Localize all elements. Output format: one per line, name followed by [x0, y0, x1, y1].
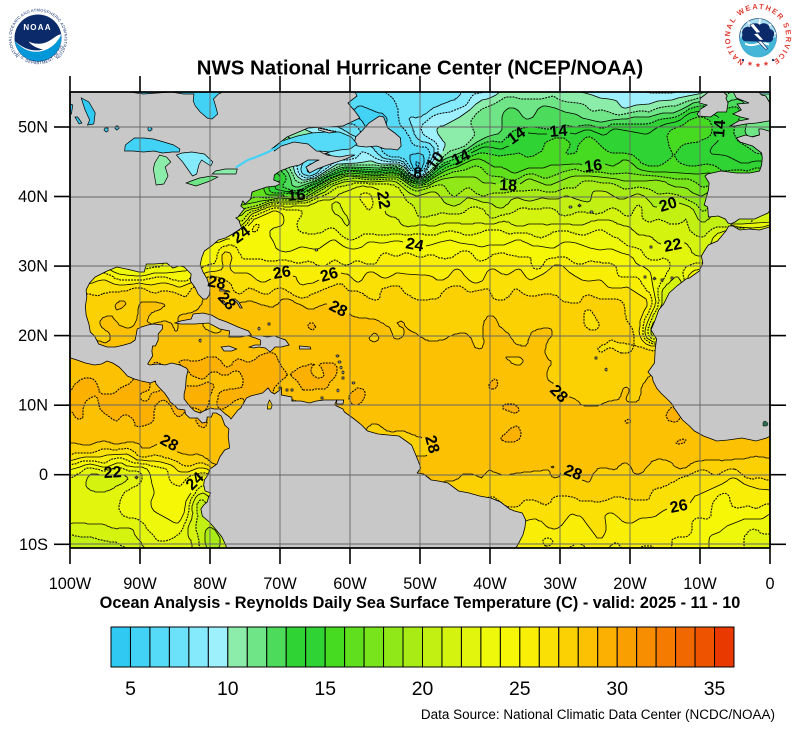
svg-text:28: 28 — [157, 432, 181, 456]
svg-text:20W: 20W — [613, 575, 647, 593]
svg-text:Data Source: National Climatic: Data Source: National Climatic Data Cent… — [421, 707, 775, 722]
svg-text:Ocean Analysis - Reynolds Dail: Ocean Analysis - Reynolds Daily Sea Surf… — [100, 594, 741, 612]
svg-text:30N: 30N — [18, 258, 48, 276]
svg-text:50W: 50W — [403, 575, 437, 593]
svg-text:24: 24 — [404, 235, 425, 255]
svg-text:NOAA: NOAA — [23, 23, 51, 32]
svg-text:16: 16 — [287, 187, 306, 205]
svg-text:20: 20 — [657, 194, 679, 215]
svg-text:70W: 70W — [263, 575, 297, 593]
svg-text:10: 10 — [217, 678, 239, 700]
svg-text:40W: 40W — [473, 575, 507, 593]
svg-text:35: 35 — [704, 678, 726, 700]
svg-text:60W: 60W — [333, 575, 367, 593]
svg-text:22: 22 — [103, 464, 122, 482]
svg-text:20: 20 — [412, 678, 434, 700]
svg-text:14: 14 — [711, 119, 729, 138]
svg-text:50N: 50N — [18, 119, 48, 137]
svg-text:0: 0 — [39, 466, 48, 484]
svg-text:26: 26 — [669, 497, 690, 517]
svg-text:25: 25 — [509, 678, 531, 700]
svg-text:80W: 80W — [193, 575, 227, 593]
svg-text:28: 28 — [562, 462, 585, 484]
svg-text:14: 14 — [549, 122, 568, 140]
svg-text:15: 15 — [314, 678, 336, 700]
svg-text:28: 28 — [326, 298, 350, 321]
svg-text:28: 28 — [421, 434, 442, 456]
svg-text:10W: 10W — [683, 575, 717, 593]
svg-text:0: 0 — [765, 575, 774, 593]
svg-text:10S: 10S — [19, 536, 48, 554]
svg-text:20N: 20N — [18, 327, 48, 345]
svg-text:40N: 40N — [18, 188, 48, 206]
svg-text:22: 22 — [373, 190, 393, 210]
svg-text:90W: 90W — [123, 575, 157, 593]
svg-text:26: 26 — [272, 263, 293, 283]
svg-text:16: 16 — [583, 157, 603, 176]
svg-text:26: 26 — [318, 265, 340, 286]
svg-text:NWS National Hurricane Center: NWS National Hurricane Center (NCEP/NOAA… — [197, 58, 643, 80]
svg-text:18: 18 — [499, 177, 518, 195]
svg-text:8: 8 — [413, 165, 423, 182]
svg-text:100W: 100W — [49, 575, 92, 593]
svg-text:22: 22 — [663, 236, 684, 256]
svg-text:10N: 10N — [18, 397, 48, 415]
svg-text:5: 5 — [125, 678, 136, 700]
svg-text:30: 30 — [606, 678, 628, 700]
svg-text:14: 14 — [449, 146, 473, 169]
svg-text:28: 28 — [206, 273, 227, 293]
svg-text:30W: 30W — [543, 575, 577, 593]
